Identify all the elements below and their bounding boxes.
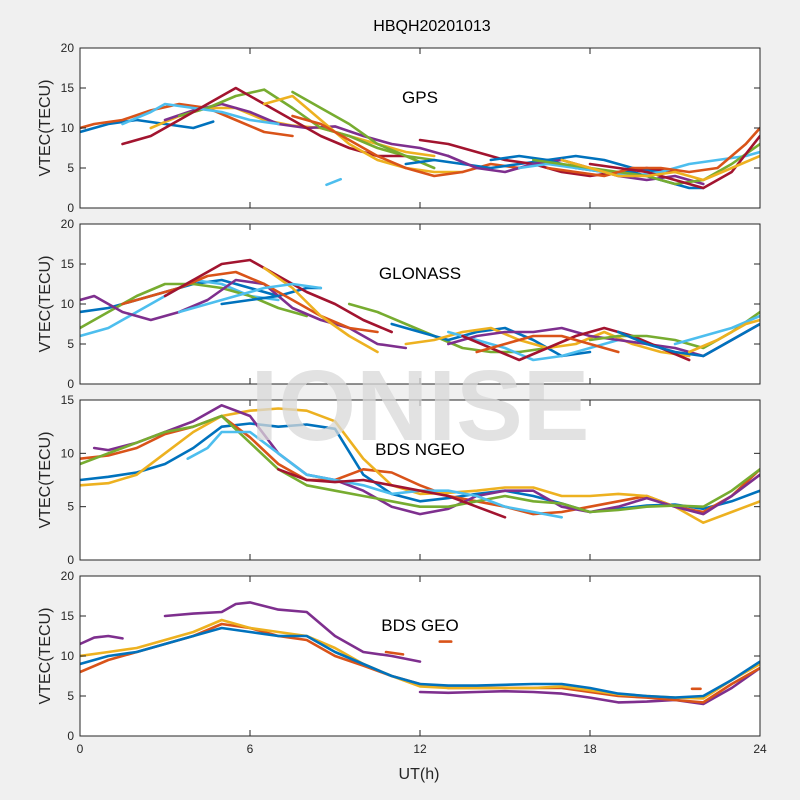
y-tick-label: 0 [67, 377, 74, 391]
series-line-4 [121, 270, 379, 334]
plot-area [80, 48, 760, 208]
series-line-19 [687, 318, 760, 354]
y-axis-label: VTEC(TECU) [37, 80, 54, 177]
figure-title: HBQH20201013 [373, 18, 491, 35]
series-line-12 [446, 330, 620, 362]
series-line-17 [616, 322, 760, 358]
y-tick-label: 10 [61, 297, 75, 311]
y-tick-label: 5 [67, 161, 74, 175]
y-tick-label: 15 [61, 81, 75, 95]
series-line-5 [186, 430, 564, 519]
series-line-1 [80, 102, 294, 138]
panel-label: GLONASS [379, 264, 461, 283]
series-group [80, 601, 760, 706]
series-line-10 [325, 177, 343, 187]
y-tick-label: 10 [61, 649, 75, 663]
series-line-6 [262, 266, 379, 354]
series-line-2 [418, 666, 760, 706]
series-line-2 [80, 282, 309, 330]
y-tick-label: 20 [61, 41, 75, 55]
watermark: IONISE [251, 350, 590, 462]
series-line-6 [384, 650, 405, 656]
series-line-5 [121, 102, 280, 126]
y-tick-label: 10 [61, 446, 75, 460]
panel-2: 0 5 10 15 VTEC(TECU) BDS NGEO [37, 393, 761, 567]
y-tick-label: 5 [67, 337, 74, 351]
series-line-1 [163, 601, 422, 663]
y-axis-label: VTEC(TECU) [37, 432, 54, 529]
series-group [80, 86, 760, 190]
series-line-17 [546, 126, 760, 178]
series-line-10 [390, 322, 592, 358]
x-axis-label: UT(h) [399, 766, 440, 783]
series-line-0 [80, 118, 215, 134]
series-line-5 [163, 258, 394, 334]
series-line-5 [80, 626, 760, 699]
series-line-18 [588, 134, 760, 190]
y-tick-label: 0 [67, 553, 74, 567]
plot-area [80, 576, 760, 736]
y-tick-label: 15 [61, 257, 75, 271]
series-line-18 [673, 314, 760, 346]
series-line-2 [80, 407, 760, 525]
panel-1: 0 5 10 15 20 VTEC(TECU) GLONASS [37, 217, 761, 391]
x-tick-label: 12 [413, 742, 427, 756]
series-line-15 [475, 334, 620, 354]
series-line-7 [262, 94, 464, 174]
y-tick-label: 0 [67, 729, 74, 743]
y-tick-label: 15 [61, 393, 75, 407]
y-axis-label: VTEC(TECU) [37, 256, 54, 353]
y-tick-label: 20 [61, 569, 75, 583]
panels: 0 5 10 15 20 VTEC(TECU) GPS 0 5 10 15 20 VTEC(TECU) G… [37, 41, 767, 756]
x-tick-label: 0 [77, 742, 84, 756]
panel-3: 0 6 12 18 24 0 5 10 15 20 VTEC(TECU) BDS GEO [37, 569, 767, 756]
panel-label: GPS [402, 88, 438, 107]
series-line-6 [276, 467, 507, 519]
panel-label: BDS GEO [381, 616, 458, 635]
plot-area [80, 224, 760, 384]
series-group [80, 403, 760, 525]
series-group [80, 258, 760, 362]
series-line-7 [177, 282, 323, 314]
y-tick-label: 5 [67, 689, 74, 703]
y-tick-label: 10 [61, 121, 75, 135]
series-line-8 [220, 294, 280, 306]
y-tick-label: 0 [67, 201, 74, 215]
y-tick-label: 20 [61, 217, 75, 231]
y-tick-label: 15 [61, 609, 75, 623]
series-line-4 [177, 88, 436, 162]
series-line-0 [80, 634, 124, 646]
series-line-15 [517, 150, 760, 178]
series-line-4 [80, 414, 760, 514]
x-tick-label: 24 [753, 742, 767, 756]
series-line-11 [404, 154, 663, 174]
y-axis-label: VTEC(TECU) [37, 608, 54, 705]
x-tick-label: 6 [247, 742, 254, 756]
series-line-3 [92, 403, 760, 516]
series-line-19 [560, 154, 760, 182]
panel-label: BDS NGEO [375, 440, 465, 459]
panel-0: 0 5 10 15 20 VTEC(TECU) GPS [37, 41, 761, 215]
series-line-9 [291, 90, 436, 170]
y-tick-label: 5 [67, 500, 74, 514]
x-tick-label: 18 [583, 742, 597, 756]
